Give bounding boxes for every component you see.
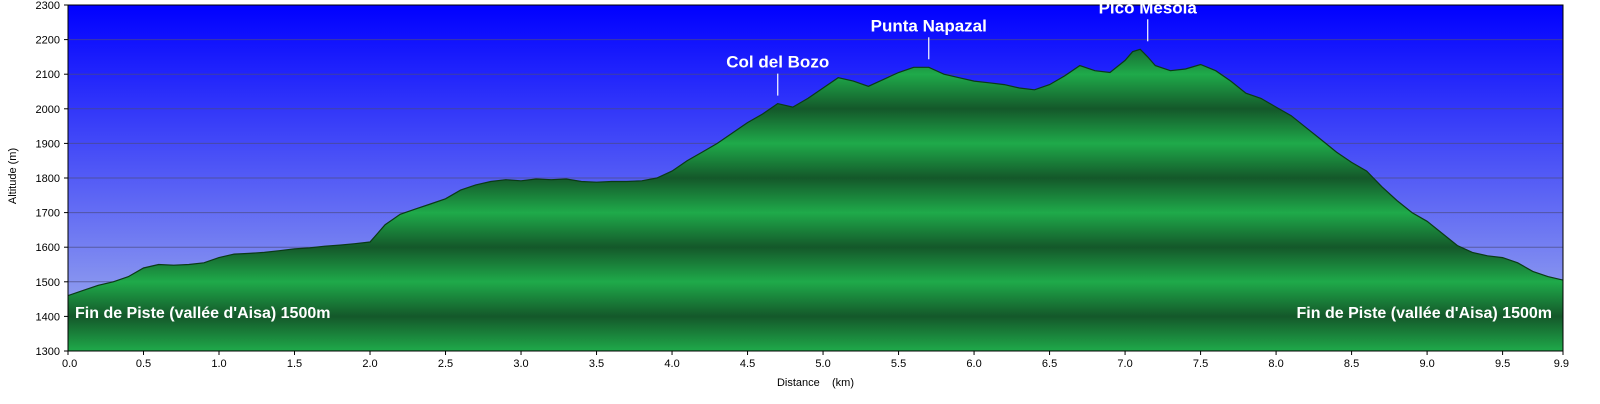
x-tick-label: 7.0: [1117, 358, 1132, 370]
y-tick-label: 2100: [36, 69, 60, 81]
peak-label: Punta Napazal: [871, 16, 987, 35]
start-endpoint-label: Fin de Piste (vallée d'Aisa) 1500m: [75, 305, 330, 322]
x-axis-title: Distance (km): [777, 377, 854, 389]
x-tick-label: 5.5: [891, 358, 906, 370]
end-endpoint-label: Fin de Piste (vallée d'Aisa) 1500m: [1297, 305, 1552, 322]
y-axis-title: Altitude (m): [7, 148, 19, 204]
y-tick-label: 1400: [36, 311, 60, 323]
y-tick-label: 1300: [36, 346, 60, 358]
x-tick-label: 9.5: [1495, 358, 1510, 370]
elevation-line: [68, 48, 1563, 297]
y-tick-label: 2200: [36, 35, 60, 47]
x-tick-label: 6.5: [1042, 358, 1057, 370]
y-axis: 1300 1400 1500 1600 1700 1800 1900 2000 2100 2200…: [36, 0, 68, 358]
y-tick-label: 1900: [36, 138, 60, 150]
terrain-area: [68, 48, 1563, 351]
x-tick-label: 4.5: [740, 358, 755, 370]
x-tick-label: 3.0: [513, 358, 528, 370]
x-tick-label: 1.5: [287, 358, 302, 370]
x-tick-label: 4.0: [664, 358, 679, 370]
y-tick-label: 1600: [36, 242, 60, 254]
terrain-fill: [68, 49, 1563, 351]
x-tick-label: 2.0: [362, 358, 377, 370]
annotations: Col del Bozo Punta Napazal Pico Mesola: [726, 0, 1197, 96]
y-tick-label: 2300: [36, 0, 60, 12]
x-tick-label: 9.0: [1419, 358, 1434, 370]
x-tick-label: 1.0: [211, 358, 226, 370]
x-tick-label: 8.5: [1344, 358, 1359, 370]
x-tick-label: 2.5: [438, 358, 453, 370]
x-tick-label: 9.9: [1554, 358, 1569, 370]
y-tick-label: 1500: [36, 277, 60, 289]
x-tick-label: 0.5: [136, 358, 151, 370]
x-tick-label: 5.0: [815, 358, 830, 370]
x-tick-label: 8.0: [1268, 358, 1283, 370]
x-tick-label: 3.5: [589, 358, 604, 370]
y-tick-label: 1700: [36, 208, 60, 220]
x-tick-label: 0.0: [62, 358, 77, 370]
y-tick-label: 2000: [36, 104, 60, 116]
x-tick-label: 7.5: [1193, 358, 1208, 370]
peak-label: Col del Bozo: [726, 53, 829, 72]
y-tick-label: 1800: [36, 173, 60, 185]
peak-label: Pico Mesola: [1099, 0, 1198, 17]
x-axis: 0.0 0.5 1.0 1.5 2.0 2.5 3.0 3.5 4.0 4.5 5.0 5.5 6.0 6…: [62, 351, 1569, 370]
x-tick-label: 6.0: [966, 358, 981, 370]
